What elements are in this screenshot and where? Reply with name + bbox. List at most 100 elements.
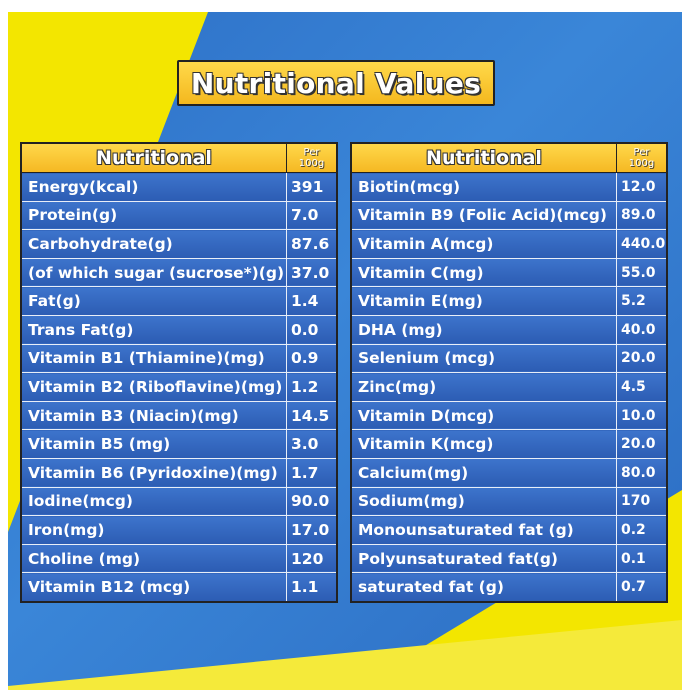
nutrient-value: 0.9 xyxy=(286,343,338,374)
table-row: Biotin(mcg) 12.0 xyxy=(350,172,668,202)
nutrient-value: 1.7 xyxy=(286,457,338,488)
table-header-row: Nutritional Per 100g xyxy=(20,142,338,173)
nutrient-value: 0.0 xyxy=(286,314,338,345)
table-row: Vitamin B1 (Thiamine)(mg) 0.9 xyxy=(20,343,338,374)
nutrient-name: Selenium (mcg) xyxy=(350,343,617,374)
nutrient-name: Biotin(mcg) xyxy=(350,172,617,202)
nutrient-name: saturated fat (g) xyxy=(350,572,617,603)
nutrient-name: Vitamin B5 (mg) xyxy=(20,429,287,459)
column-header-nutritional: Nutritional xyxy=(350,142,617,173)
nutrient-value: 170 xyxy=(616,486,668,517)
table-row: Selenium (mcg) 20.0 xyxy=(350,343,668,374)
table-row: Vitamin C(mg) 55.0 xyxy=(350,257,668,288)
nutrient-value: 87.6 xyxy=(286,229,338,259)
nutrient-value: 90.0 xyxy=(286,486,338,517)
nutrient-value: 20.0 xyxy=(616,429,668,459)
nutrient-value: 0.2 xyxy=(616,515,668,545)
table-row: saturated fat (g) 0.7 xyxy=(350,572,668,603)
nutrient-name: Vitamin B12 (mcg) xyxy=(20,572,287,603)
nutrient-value: 17.0 xyxy=(286,515,338,545)
nutrient-name: Monounsaturated fat (g) xyxy=(350,515,617,545)
nutrient-value: 440.0 xyxy=(616,229,668,259)
nutrient-value: 4.5 xyxy=(616,372,668,402)
nutrient-name: Sodium(mg) xyxy=(350,486,617,517)
table-row: Choline (mg) 120 xyxy=(20,543,338,574)
table-row: Vitamin K(mcg) 20.0 xyxy=(350,429,668,459)
per-unit-label: 100g xyxy=(298,158,325,169)
nutrient-name: Vitamin B9 (Folic Acid)(mcg) xyxy=(350,200,617,231)
table-row: Vitamin B5 (mg) 3.0 xyxy=(20,429,338,459)
table-row: Vitamin D(mcg) 10.0 xyxy=(350,400,668,431)
table-row: Sodium(mg) 170 xyxy=(350,486,668,517)
nutrient-name: DHA (mg) xyxy=(350,314,617,345)
nutrient-name: Carbohydrate(g) xyxy=(20,229,287,259)
nutrition-table-right: Nutritional Per 100g Biotin(mcg) 12.0 Vita… xyxy=(350,142,668,603)
nutrient-name: Zinc(mg) xyxy=(350,372,617,402)
table-row: Trans Fat(g) 0.0 xyxy=(20,314,338,345)
page-title: Nutritional Values xyxy=(177,60,495,106)
column-header-per-100g: Per 100g xyxy=(286,142,338,173)
table-row: Vitamin B2 (Riboflavine)(mg) 1.2 xyxy=(20,372,338,402)
table-row: Vitamin B6 (Pyridoxine)(mg) 1.7 xyxy=(20,457,338,488)
nutrient-name: Vitamin K(mcg) xyxy=(350,429,617,459)
table-row: Vitamin E(mg) 5.2 xyxy=(350,286,668,316)
nutrient-value: 14.5 xyxy=(286,400,338,431)
nutrient-name: Trans Fat(g) xyxy=(20,314,287,345)
nutrient-name: Vitamin E(mg) xyxy=(350,286,617,316)
nutrient-value: 3.0 xyxy=(286,429,338,459)
nutrient-name: Iron(mg) xyxy=(20,515,287,545)
per-label: Per xyxy=(303,147,320,158)
table-row: Monounsaturated fat (g) 0.2 xyxy=(350,515,668,545)
nutrient-value: 391 xyxy=(286,172,338,202)
nutrient-name: Vitamin B2 (Riboflavine)(mg) xyxy=(20,372,287,402)
nutrient-name: Calcium(mg) xyxy=(350,457,617,488)
nutrition-table-left: Nutritional Per 100g Energy(kcal) 391 Prot… xyxy=(20,142,338,603)
nutrient-value: 1.1 xyxy=(286,572,338,603)
per-label: Per xyxy=(633,147,650,158)
nutrient-value: 89.0 xyxy=(616,200,668,231)
nutrient-value: 20.0 xyxy=(616,343,668,374)
nutrient-value: 12.0 xyxy=(616,172,668,202)
table-row: Protein(g) 7.0 xyxy=(20,200,338,231)
nutrient-value: 1.4 xyxy=(286,286,338,316)
nutrient-name: Vitamin D(mcg) xyxy=(350,400,617,431)
nutrient-name: Vitamin B6 (Pyridoxine)(mg) xyxy=(20,457,287,488)
table-row: Fat(g) 1.4 xyxy=(20,286,338,316)
nutrient-value: 40.0 xyxy=(616,314,668,345)
table-row: Iron(mg) 17.0 xyxy=(20,515,338,545)
table-row: Polyunsaturated fat(g) 0.1 xyxy=(350,543,668,574)
nutrient-value: 0.7 xyxy=(616,572,668,603)
table-row: Vitamin B3 (Niacin)(mg) 14.5 xyxy=(20,400,338,431)
nutrient-value: 7.0 xyxy=(286,200,338,231)
table-row: Zinc(mg) 4.5 xyxy=(350,372,668,402)
nutrient-name: Protein(g) xyxy=(20,200,287,231)
per-unit-label: 100g xyxy=(628,158,655,169)
nutrient-name: Vitamin C(mg) xyxy=(350,257,617,288)
table-row: Iodine(mcg) 90.0 xyxy=(20,486,338,517)
nutrient-name: Iodine(mcg) xyxy=(20,486,287,517)
nutrient-value: 0.1 xyxy=(616,543,668,574)
table-row: Energy(kcal) 391 xyxy=(20,172,338,202)
table-row: (of which sugar (sucrose*)(g) 37.0 xyxy=(20,257,338,288)
nutrient-value: 1.2 xyxy=(286,372,338,402)
nutrient-value: 5.2 xyxy=(616,286,668,316)
table-row: Vitamin B12 (mcg) 1.1 xyxy=(20,572,338,603)
table-header-row: Nutritional Per 100g xyxy=(350,142,668,173)
nutrient-value: 120 xyxy=(286,543,338,574)
table-row: Vitamin A(mcg) 440.0 xyxy=(350,229,668,259)
column-header-nutritional: Nutritional xyxy=(20,142,287,173)
table-row: Calcium(mg) 80.0 xyxy=(350,457,668,488)
nutrient-name: Energy(kcal) xyxy=(20,172,287,202)
nutrient-name: Vitamin B3 (Niacin)(mg) xyxy=(20,400,287,431)
nutrient-name: Vitamin A(mcg) xyxy=(350,229,617,259)
table-row: Vitamin B9 (Folic Acid)(mcg) 89.0 xyxy=(350,200,668,231)
nutrient-value: 10.0 xyxy=(616,400,668,431)
nutrient-name: Polyunsaturated fat(g) xyxy=(350,543,617,574)
nutrient-value: 55.0 xyxy=(616,257,668,288)
table-row: Carbohydrate(g) 87.6 xyxy=(20,229,338,259)
nutrient-name: Fat(g) xyxy=(20,286,287,316)
nutrient-value: 37.0 xyxy=(286,257,338,288)
nutrient-value: 80.0 xyxy=(616,457,668,488)
nutrient-name: Vitamin B1 (Thiamine)(mg) xyxy=(20,343,287,374)
nutrient-name: (of which sugar (sucrose*)(g) xyxy=(20,257,287,288)
